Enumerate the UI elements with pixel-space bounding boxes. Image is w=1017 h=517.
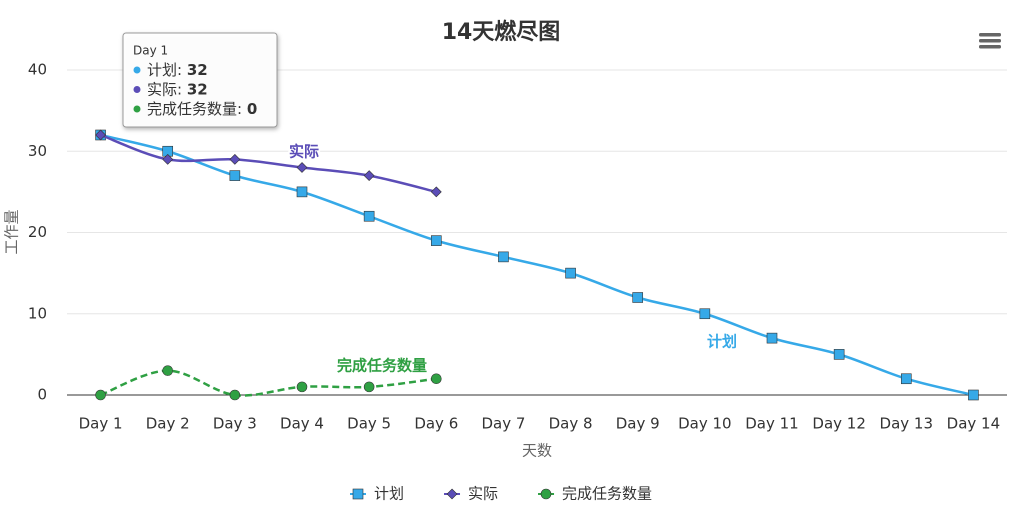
series-line [100, 369, 437, 397]
legend-item[interactable]: 实际 [444, 485, 498, 503]
y-tick-label: 10 [28, 304, 47, 322]
x-tick-label: Day 1 [79, 415, 123, 433]
marker [352, 488, 364, 500]
marker [565, 267, 576, 279]
legend-item[interactable]: 完成任务数量 [538, 485, 652, 503]
menu-button[interactable] [979, 33, 1001, 49]
tooltip-sep: : [177, 61, 187, 79]
series-line [100, 133, 437, 194]
marker [632, 292, 644, 303]
tooltip-value: 0 [247, 100, 257, 118]
marker [296, 162, 308, 173]
marker [95, 129, 106, 141]
marker [430, 186, 442, 198]
x-tick-label: Day 13 [880, 415, 933, 433]
marker [968, 389, 979, 401]
tooltip-header: Day 1 [133, 44, 168, 58]
tooltip-row: 实际: 32 [147, 80, 208, 98]
marker [229, 389, 241, 401]
y-tick-label: 30 [28, 142, 47, 160]
x-tick-label: Day 12 [812, 415, 865, 433]
series-line [100, 133, 974, 397]
marker [498, 251, 509, 263]
series-label: 实际 [289, 143, 319, 161]
marker [363, 210, 375, 222]
legend-label: 实际 [468, 485, 498, 503]
y-axis-title: 工作量 [3, 209, 21, 254]
tooltip-sep: : [237, 100, 247, 118]
x-tick-label: Day 2 [146, 415, 190, 433]
marker [363, 381, 375, 393]
tooltip-box [122, 32, 278, 128]
x-tick-label: Day 11 [745, 415, 798, 433]
tooltip-name: 实际 [147, 80, 177, 98]
marker [95, 389, 106, 401]
y-tick-label: 0 [37, 386, 47, 404]
tooltip-name: 计划 [147, 61, 177, 79]
marker [540, 488, 552, 500]
x-tick-label: Day 9 [616, 415, 660, 433]
marker [162, 153, 174, 165]
tooltip-row: 完成任务数量: 0 [147, 100, 257, 118]
marker [162, 365, 174, 376]
series-label: 完成任务数量 [337, 357, 427, 375]
x-tick-label: Day 6 [414, 415, 458, 433]
marker [900, 373, 912, 385]
marker [446, 488, 458, 500]
marker [430, 373, 442, 385]
y-tick-label: 40 [28, 61, 47, 79]
x-tick-label: Day 7 [481, 415, 525, 433]
marker [833, 349, 845, 360]
x-tick-label: Day 8 [549, 415, 593, 433]
marker [363, 170, 375, 182]
tooltip-dot [133, 66, 141, 74]
tooltip-value: 32 [187, 61, 208, 79]
legend-label: 计划 [374, 485, 404, 503]
chart-title: 14天燃尽图 [442, 19, 561, 45]
marker [296, 186, 308, 198]
marker [766, 332, 778, 344]
x-tick-label: Day 10 [678, 415, 731, 433]
marker [430, 235, 442, 246]
marker [229, 153, 241, 165]
x-tick-label: Day 14 [947, 415, 1000, 433]
x-tick-label: Day 4 [280, 415, 324, 433]
menu-bar [979, 33, 1001, 37]
x-tick-label: Day 5 [347, 415, 391, 433]
tooltip-dot [133, 86, 141, 93]
tooltip-row: 计划: 32 [147, 61, 208, 79]
legend-item[interactable]: 计划 [350, 485, 404, 503]
marker [699, 308, 711, 320]
tooltip-name: 完成任务数量 [147, 100, 237, 118]
y-tick-label: 20 [28, 223, 47, 241]
tooltip-dot [133, 105, 141, 113]
tooltip-value: 32 [187, 80, 208, 98]
legend-label: 完成任务数量 [562, 485, 652, 503]
x-axis-title: 天数 [522, 442, 552, 460]
marker [296, 381, 308, 393]
series-label: 计划 [707, 333, 737, 351]
marker [229, 170, 241, 181]
menu-bar [979, 39, 1001, 43]
x-tick-label: Day 3 [213, 415, 257, 433]
menu-bar [979, 45, 1001, 49]
tooltip-sep: : [177, 80, 187, 98]
